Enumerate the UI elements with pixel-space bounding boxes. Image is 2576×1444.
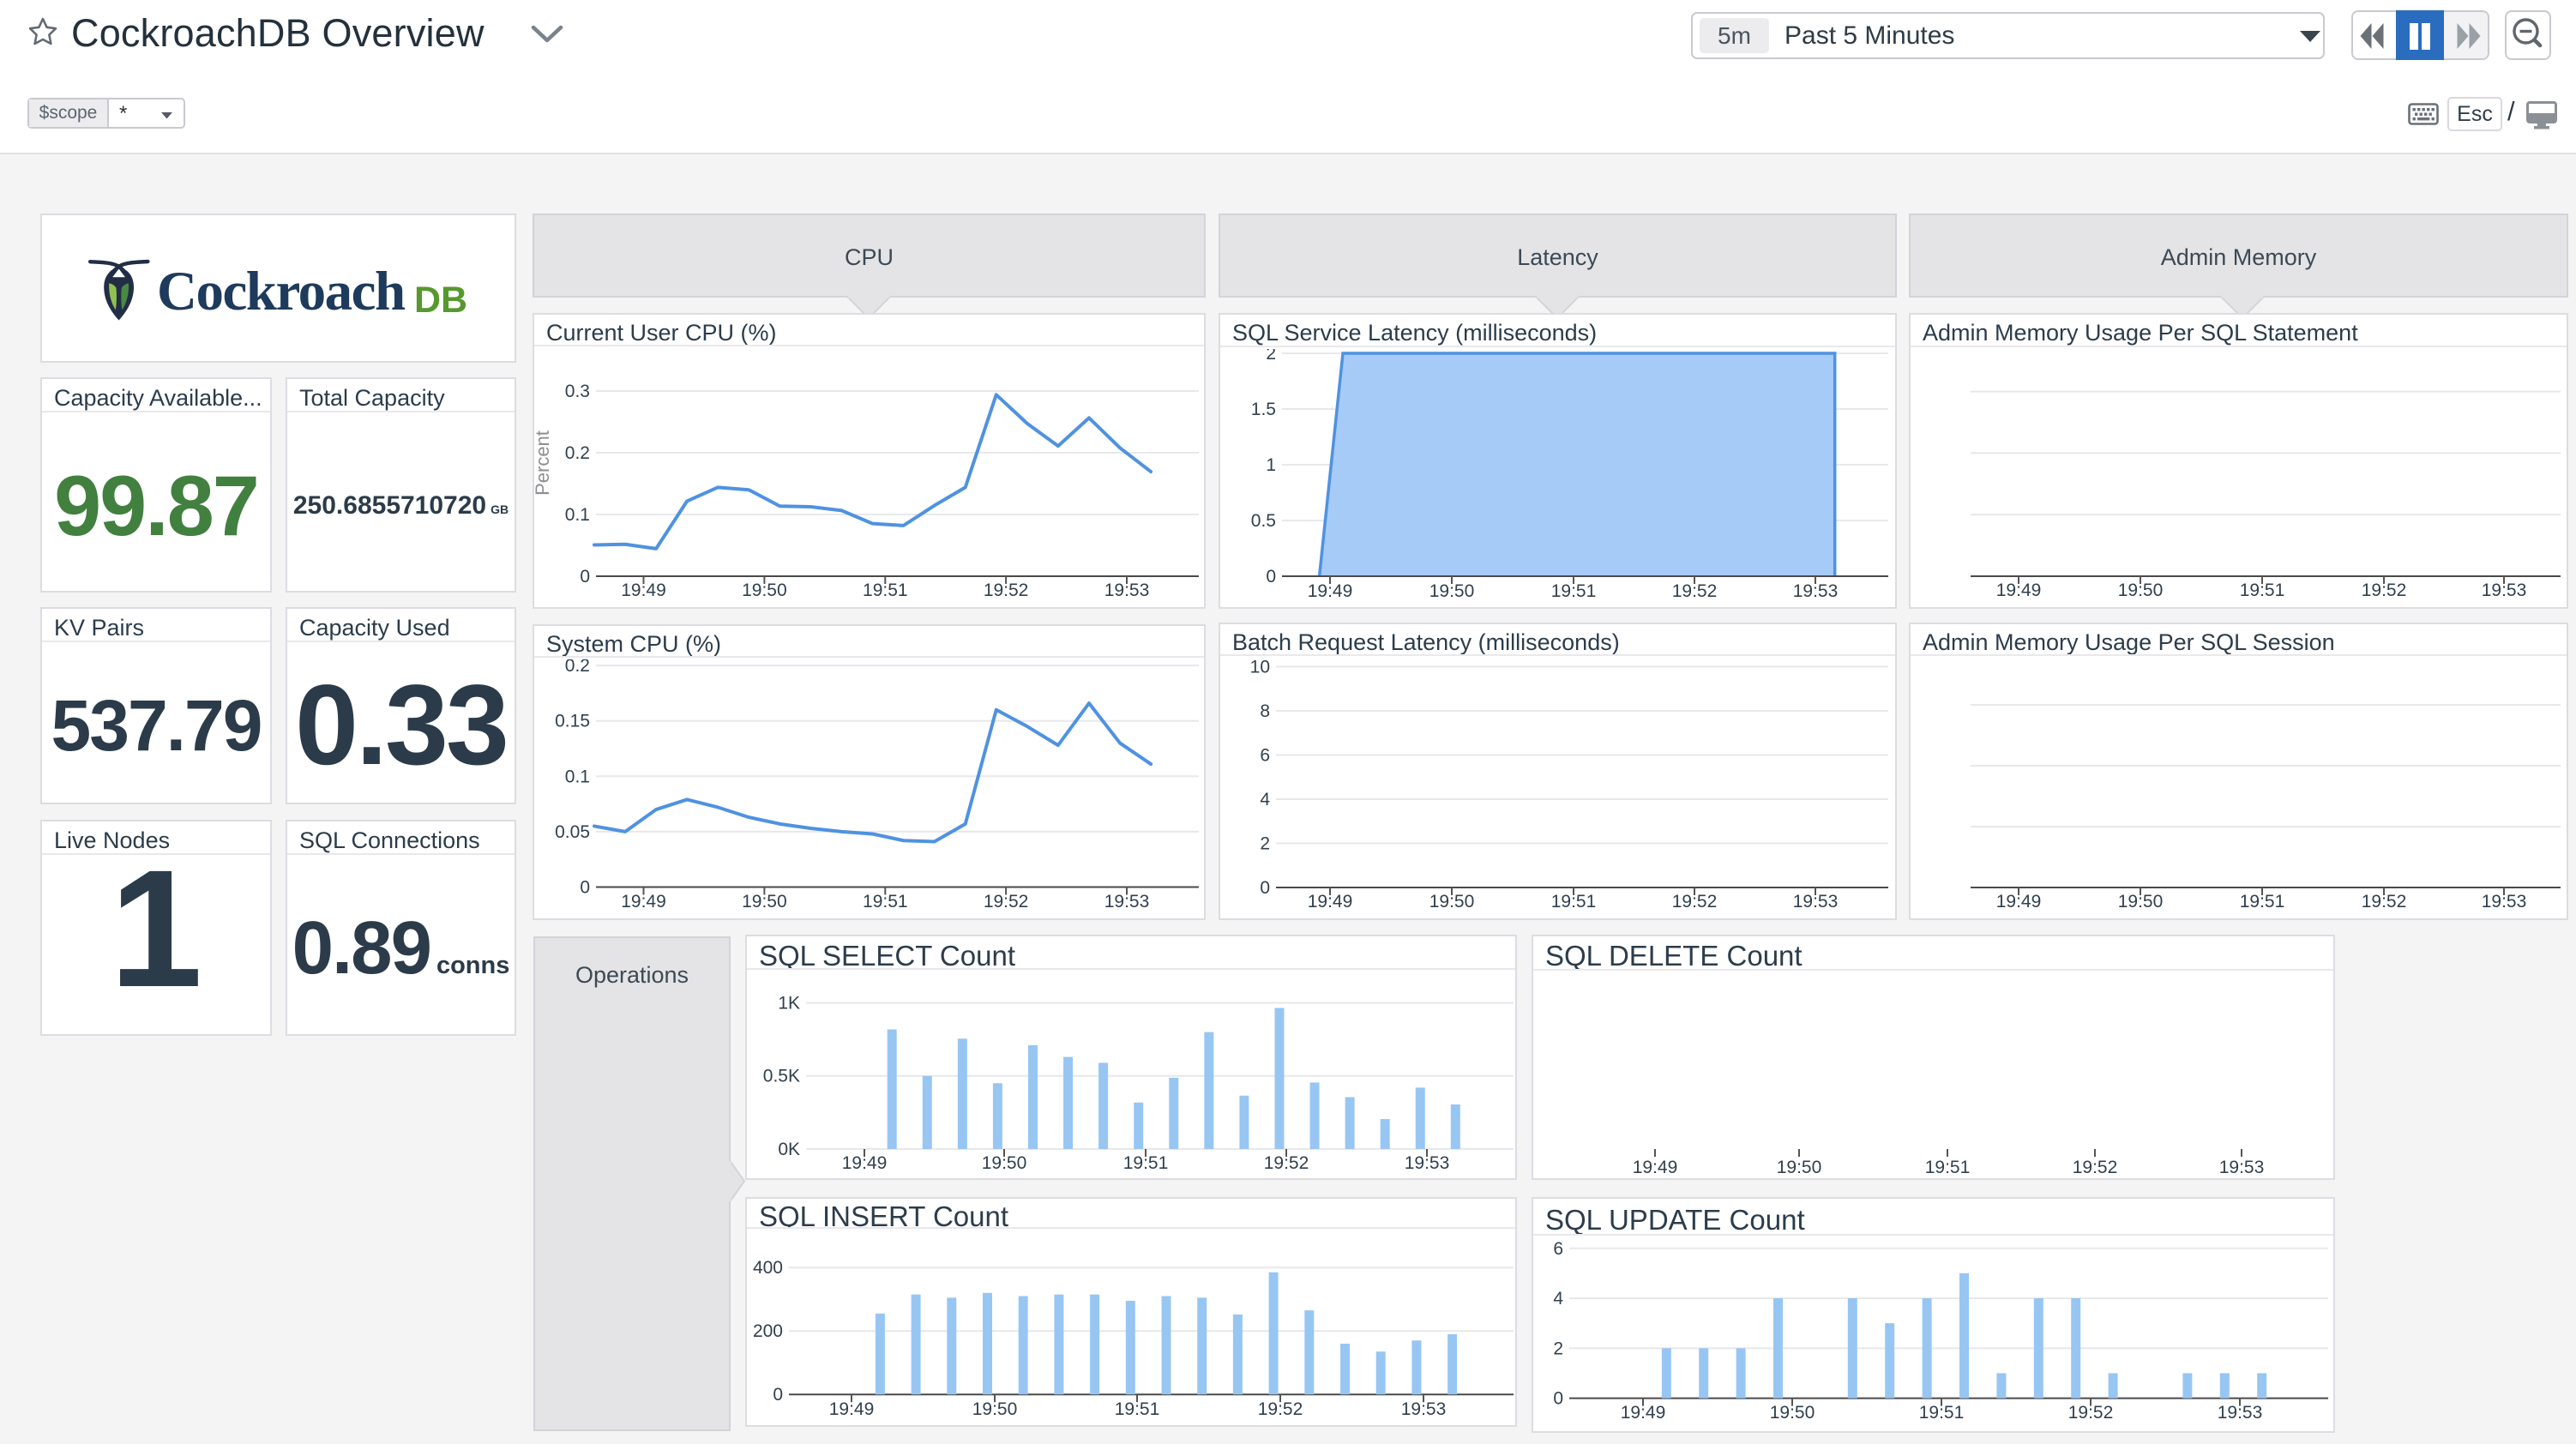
svg-text:1.5: 1.5 xyxy=(1251,400,1276,419)
svg-text:0.2: 0.2 xyxy=(565,659,590,676)
svg-text:6: 6 xyxy=(1553,1239,1563,1259)
svg-text:19:53: 19:53 xyxy=(1405,1153,1450,1173)
svg-text:19:53: 19:53 xyxy=(1401,1399,1447,1419)
svg-text:200: 200 xyxy=(753,1321,783,1341)
svg-text:2: 2 xyxy=(1266,349,1276,364)
svg-text:19:49: 19:49 xyxy=(621,892,666,912)
svg-text:19:49: 19:49 xyxy=(1308,581,1353,601)
svg-text:19:52: 19:52 xyxy=(984,892,1029,912)
svg-text:19:51: 19:51 xyxy=(1551,892,1597,912)
svg-text:4: 4 xyxy=(1260,790,1270,809)
svg-text:19:50: 19:50 xyxy=(1770,1403,1815,1423)
svg-text:19:49: 19:49 xyxy=(1633,1158,1678,1177)
svg-text:Percent: Percent xyxy=(534,430,553,496)
svg-text:19:52: 19:52 xyxy=(2068,1403,2114,1423)
svg-text:19:51: 19:51 xyxy=(1551,581,1597,601)
svg-text:1: 1 xyxy=(1266,455,1276,475)
svg-text:19:53: 19:53 xyxy=(2218,1403,2263,1423)
svg-text:19:51: 19:51 xyxy=(1115,1399,1160,1419)
svg-text:19:53: 19:53 xyxy=(1793,892,1839,912)
svg-text:19:50: 19:50 xyxy=(2118,892,2164,912)
svg-text:19:50: 19:50 xyxy=(972,1399,1018,1419)
svg-text:0: 0 xyxy=(1260,878,1270,898)
svg-text:0.1: 0.1 xyxy=(565,505,590,525)
svg-text:0.3: 0.3 xyxy=(565,382,590,401)
svg-text:19:51: 19:51 xyxy=(1925,1158,1971,1177)
svg-text:0.1: 0.1 xyxy=(565,767,590,786)
svg-text:0: 0 xyxy=(580,878,590,898)
svg-text:19:49: 19:49 xyxy=(1621,1403,1666,1423)
svg-text:0: 0 xyxy=(1553,1389,1563,1409)
svg-text:19:53: 19:53 xyxy=(1104,581,1150,600)
svg-text:0K: 0K xyxy=(778,1140,800,1159)
svg-text:8: 8 xyxy=(1260,701,1270,721)
svg-text:0: 0 xyxy=(1266,567,1276,587)
svg-text:19:49: 19:49 xyxy=(1996,581,2042,600)
svg-text:19:51: 19:51 xyxy=(1123,1153,1169,1173)
svg-text:19:52: 19:52 xyxy=(1264,1153,1309,1173)
svg-text:19:49: 19:49 xyxy=(829,1399,875,1419)
svg-text:0: 0 xyxy=(580,567,590,587)
svg-text:2: 2 xyxy=(1553,1339,1563,1358)
svg-text:19:50: 19:50 xyxy=(1777,1158,1822,1177)
svg-text:19:50: 19:50 xyxy=(1429,892,1475,912)
svg-text:19:52: 19:52 xyxy=(1672,581,1718,601)
svg-text:19:52: 19:52 xyxy=(2073,1158,2118,1177)
svg-text:19:50: 19:50 xyxy=(742,581,787,600)
svg-text:19:53: 19:53 xyxy=(1793,581,1839,601)
svg-text:1K: 1K xyxy=(778,994,800,1014)
svg-text:10: 10 xyxy=(1250,658,1270,677)
svg-text:19:52: 19:52 xyxy=(2362,581,2407,600)
svg-text:0.2: 0.2 xyxy=(565,443,590,463)
svg-text:19:50: 19:50 xyxy=(1429,581,1475,601)
svg-text:19:49: 19:49 xyxy=(842,1153,888,1173)
svg-text:0.5K: 0.5K xyxy=(763,1067,800,1086)
svg-text:6: 6 xyxy=(1260,746,1270,766)
svg-text:19:52: 19:52 xyxy=(984,581,1029,600)
svg-text:2: 2 xyxy=(1260,834,1270,854)
svg-text:19:53: 19:53 xyxy=(2482,892,2527,912)
svg-text:0.15: 0.15 xyxy=(555,712,590,731)
svg-text:19:49: 19:49 xyxy=(1996,892,2042,912)
svg-text:0.05: 0.05 xyxy=(555,822,590,842)
svg-text:19:50: 19:50 xyxy=(2118,581,2164,600)
svg-text:19:52: 19:52 xyxy=(2362,892,2407,912)
svg-text:19:50: 19:50 xyxy=(742,892,787,912)
svg-text:19:49: 19:49 xyxy=(1308,892,1353,912)
svg-text:400: 400 xyxy=(753,1258,783,1278)
svg-text:19:53: 19:53 xyxy=(2482,581,2527,600)
svg-text:19:49: 19:49 xyxy=(621,581,666,600)
svg-text:19:51: 19:51 xyxy=(2240,581,2285,600)
svg-text:19:50: 19:50 xyxy=(982,1153,1027,1173)
svg-text:19:52: 19:52 xyxy=(1258,1399,1303,1419)
svg-text:19:53: 19:53 xyxy=(1104,892,1150,912)
svg-text:19:51: 19:51 xyxy=(863,581,908,600)
svg-text:0.5: 0.5 xyxy=(1251,511,1276,531)
svg-text:19:51: 19:51 xyxy=(1919,1403,1965,1423)
svg-text:0: 0 xyxy=(773,1385,783,1405)
svg-text:19:51: 19:51 xyxy=(2240,892,2285,912)
svg-text:4: 4 xyxy=(1553,1289,1563,1309)
svg-text:19:53: 19:53 xyxy=(2219,1158,2265,1177)
svg-text:19:52: 19:52 xyxy=(1672,892,1718,912)
svg-text:19:51: 19:51 xyxy=(863,892,908,912)
